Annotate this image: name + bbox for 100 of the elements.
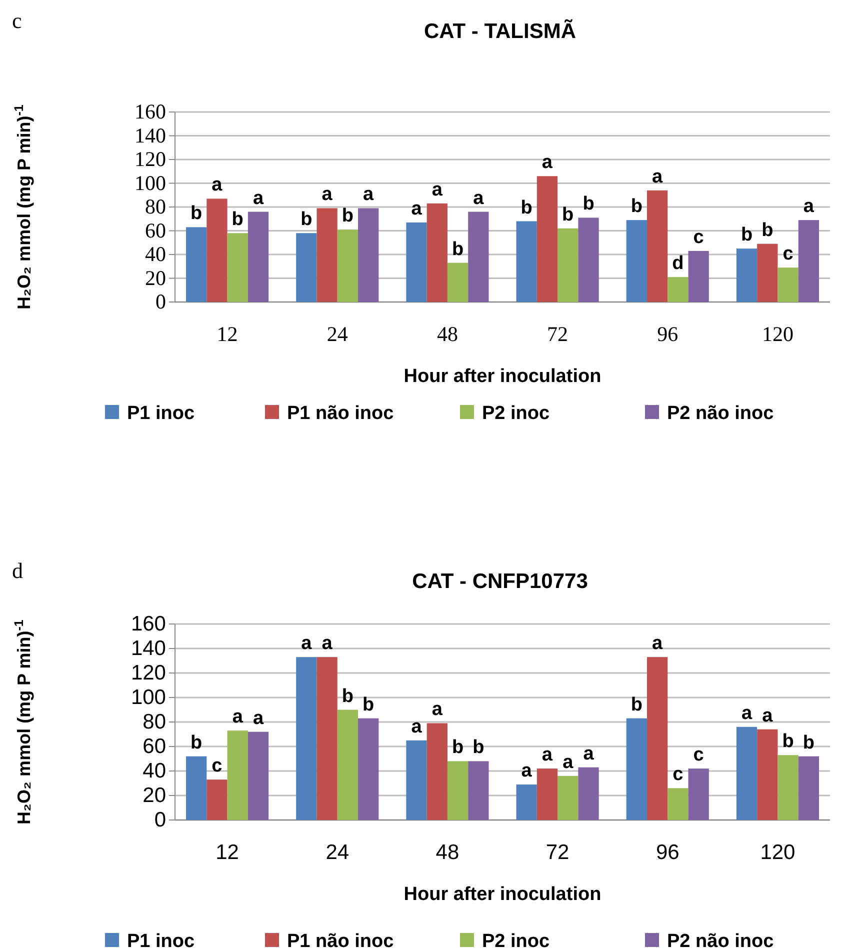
- data-label: b: [452, 737, 464, 758]
- bar: [227, 233, 248, 302]
- data-label: b: [782, 731, 794, 752]
- y-tick-label: 140: [134, 123, 166, 148]
- bar: [358, 718, 379, 820]
- x-tick-label: 12: [216, 840, 239, 864]
- bar: [578, 218, 599, 302]
- bar: [558, 776, 578, 820]
- y-tick-label: 60: [142, 735, 166, 758]
- chart-title: CAT - CNFP10773: [412, 570, 588, 593]
- x-tick-label: 72: [546, 840, 570, 864]
- bar: [426, 203, 448, 302]
- bar: [736, 726, 758, 820]
- data-label: a: [562, 752, 574, 773]
- data-label: a: [432, 699, 443, 720]
- data-label: b: [300, 209, 312, 230]
- bar: [757, 729, 778, 820]
- y-tick-label: 80: [145, 194, 166, 219]
- bar: [316, 208, 338, 302]
- data-label: a: [232, 706, 244, 728]
- bar: [337, 710, 358, 820]
- bar: [688, 250, 709, 302]
- data-label: c: [782, 244, 794, 265]
- data-label: c: [212, 756, 223, 777]
- bar: [626, 220, 647, 302]
- legend-label: P1 inoc: [127, 931, 196, 951]
- bar: [798, 756, 819, 820]
- legend-label: P2 não inoc: [667, 931, 774, 951]
- bar: [186, 756, 207, 820]
- data-label: b: [362, 694, 374, 716]
- data-label: a: [542, 744, 553, 766]
- y-tick-label: 40: [142, 760, 166, 783]
- bar: [227, 730, 248, 820]
- chart-title: CAT - TALISMÃ: [424, 19, 576, 43]
- data-label: c: [693, 226, 704, 248]
- bar: [186, 227, 207, 302]
- y-tick-label: 40: [145, 242, 166, 266]
- bar: [668, 788, 688, 820]
- x-tick-label: 120: [762, 322, 794, 346]
- data-label: b: [762, 220, 774, 241]
- bar: [337, 230, 358, 302]
- data-label: a: [762, 705, 774, 726]
- y-tick-label: 80: [142, 710, 166, 734]
- bar: [558, 228, 578, 302]
- y-tick-label: 120: [134, 147, 166, 172]
- bar: [206, 198, 228, 302]
- bar: [248, 732, 269, 820]
- bar: [688, 768, 709, 820]
- bar: [426, 723, 448, 820]
- data-label: c: [693, 744, 704, 766]
- y-tick-label: 100: [134, 170, 166, 195]
- y-tick-label: 160: [134, 100, 166, 124]
- y-tick-label: 60: [145, 218, 166, 242]
- legend-label: P1 não inoc: [287, 403, 394, 424]
- x-tick-label: 48: [436, 840, 460, 864]
- y-tick-label: 140: [130, 637, 166, 660]
- x-tick-label: 24: [326, 322, 348, 346]
- y-tick-label: 0: [154, 808, 166, 832]
- y-tick-label: 20: [145, 266, 166, 290]
- data-label: b: [190, 203, 202, 224]
- data-label: a: [521, 760, 532, 782]
- y-tick-label: 0: [156, 290, 166, 314]
- legend-label: P2 inoc: [482, 403, 550, 424]
- y-tick-label: 20: [142, 784, 166, 808]
- bar: [406, 222, 427, 302]
- data-label: b: [582, 194, 594, 215]
- data-label: a: [432, 179, 443, 200]
- data-label: a: [252, 708, 264, 729]
- text: d: [12, 558, 23, 583]
- bar: [536, 768, 558, 820]
- bar: [536, 176, 558, 302]
- bar: [468, 761, 489, 820]
- bar: [447, 262, 468, 302]
- data-label: b: [472, 737, 484, 758]
- data-label: b: [740, 224, 753, 246]
- data-label: a: [803, 196, 814, 218]
- data-label: a: [411, 716, 422, 738]
- data-label: b: [232, 209, 244, 230]
- bar: [646, 657, 668, 820]
- data-label: d: [672, 253, 684, 274]
- x-tick-label: 48: [436, 322, 458, 346]
- bar: [778, 755, 798, 820]
- data-label: a: [322, 184, 333, 206]
- bar: [447, 761, 468, 820]
- data-label: c: [672, 764, 684, 786]
- bar: [626, 718, 647, 820]
- data-label: b: [802, 732, 814, 754]
- data-label: b: [342, 686, 354, 707]
- bar: [736, 248, 758, 302]
- bar: [296, 657, 317, 820]
- data-label: b: [452, 238, 464, 260]
- y-tick-label: 100: [130, 686, 166, 710]
- bar: [798, 220, 819, 302]
- legend-label: P1 não inoc: [287, 931, 394, 951]
- data-label: a: [252, 188, 264, 209]
- bar: [668, 277, 688, 302]
- x-tick-label: 120: [760, 840, 796, 864]
- x-tick-label: 96: [657, 322, 678, 346]
- x-tick-label: 72: [547, 322, 568, 346]
- bar: [757, 244, 778, 302]
